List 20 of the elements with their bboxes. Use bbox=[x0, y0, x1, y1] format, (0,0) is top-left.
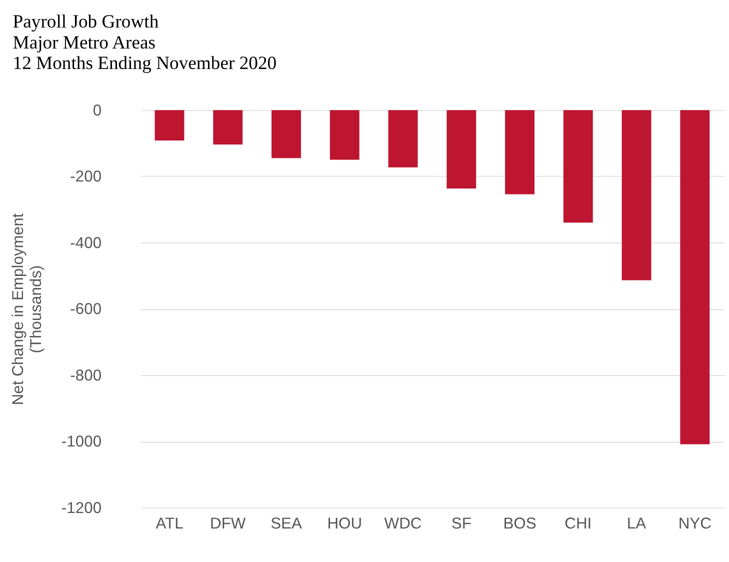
x-tick-label: BOS bbox=[503, 516, 536, 533]
y-tick-label: -1200 bbox=[61, 500, 102, 517]
x-tick-label: CHI bbox=[564, 516, 592, 533]
chart-subtitle: Major Metro Areas 12 Months Ending November 2020 bbox=[12, 32, 277, 74]
y-tick-label: -800 bbox=[70, 367, 102, 384]
chart-title: Payroll Job Growth bbox=[12, 12, 160, 33]
x-tick-label: LA bbox=[626, 516, 647, 533]
y-tick-label: 0 bbox=[92, 102, 102, 120]
y-tick-label: -200 bbox=[70, 168, 102, 186]
x-tick-label: WDC bbox=[384, 516, 422, 533]
x-tick-label: ATL bbox=[156, 516, 184, 533]
x-tick-label: DFW bbox=[210, 516, 246, 533]
x-tick-label: NYC bbox=[678, 516, 712, 533]
y-tick-label: -600 bbox=[70, 301, 102, 318]
y-axis-title: Net Change in Employment (Thousands) bbox=[10, 212, 45, 406]
x-tick-label: SEA bbox=[270, 516, 302, 533]
y-tick-label: -400 bbox=[70, 234, 102, 252]
x-tick-label: SF bbox=[451, 516, 472, 533]
x-tick-label: HOU bbox=[327, 516, 362, 533]
y-tick-label: -1000 bbox=[61, 434, 102, 451]
